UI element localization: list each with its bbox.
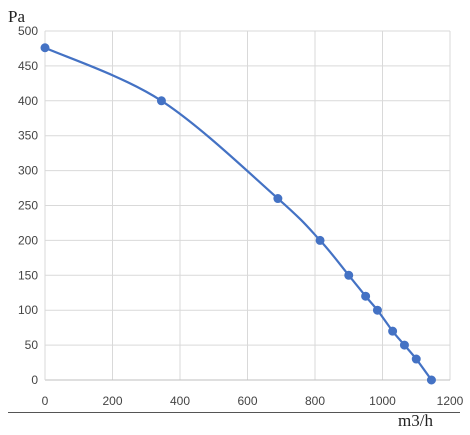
data-point — [372, 305, 382, 315]
data-point — [156, 96, 166, 106]
x-tick-label: 600 — [237, 394, 257, 408]
data-point — [40, 43, 50, 53]
y-tick-label: 450 — [18, 59, 38, 73]
data-point — [399, 340, 409, 350]
chart-series — [40, 43, 436, 385]
x-tick-label: 400 — [170, 394, 190, 408]
x-tick-label: 0 — [42, 394, 49, 408]
data-point — [361, 291, 371, 301]
y-tick-label: 300 — [18, 164, 38, 178]
y-tick-label: 150 — [18, 268, 38, 282]
data-point — [426, 375, 436, 385]
y-tick-label: 100 — [18, 303, 38, 317]
chart-axes — [44, 31, 450, 381]
y-tick-label: 400 — [18, 94, 38, 108]
x-tick-label: 200 — [102, 394, 122, 408]
data-point — [411, 354, 421, 364]
y-tick-label: 250 — [18, 199, 38, 213]
y-tick-label: 350 — [18, 129, 38, 143]
x-axis-ticks: 0 200 400 600 800 1000 1200 — [42, 394, 464, 408]
x-tick-label: 1000 — [369, 394, 396, 408]
chart-bottom-frame — [8, 412, 460, 435]
x-axis-title: m3/h — [398, 411, 433, 430]
series-line — [44, 46, 433, 381]
data-point — [344, 270, 354, 280]
x-tick-label: 1200 — [437, 394, 464, 408]
y-tick-label: 0 — [31, 373, 38, 387]
data-point — [388, 326, 398, 336]
y-tick-label: 500 — [18, 24, 38, 38]
y-tick-label: 50 — [25, 338, 39, 352]
y-axis-ticks: 0 50 100 150 200 250 300 350 400 450 500 — [18, 24, 38, 387]
y-axis-title: Pa — [8, 7, 25, 26]
x-tick-label: 800 — [305, 394, 325, 408]
y-tick-label: 200 — [18, 233, 38, 247]
data-point — [315, 235, 325, 245]
data-point — [273, 194, 283, 204]
